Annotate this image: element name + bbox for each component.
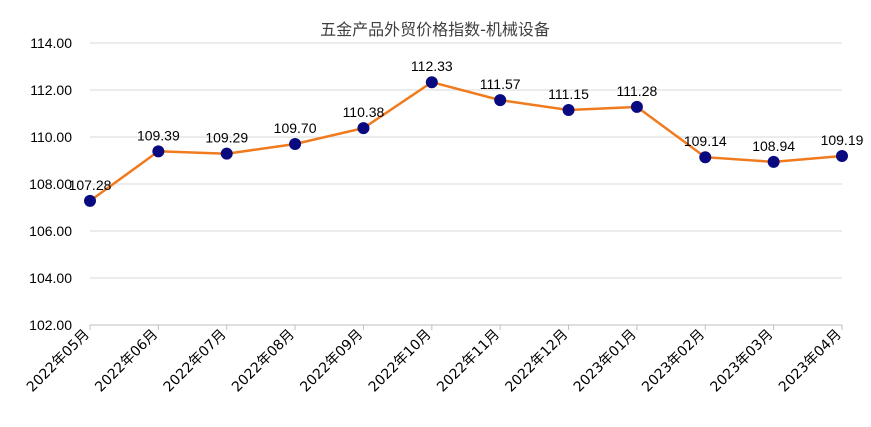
data-point: [767, 155, 780, 168]
y-tick-label: 104.00: [29, 270, 72, 286]
data-point: [562, 103, 575, 116]
y-tick-label: 114.00: [30, 35, 72, 51]
y-tick-label: 110.00: [30, 129, 72, 145]
data-label: 107.28: [69, 177, 112, 193]
x-tick-label: 2022年10月: [366, 327, 435, 396]
data-label: 111.57: [480, 76, 521, 92]
y-tick-label: 106.00: [29, 223, 72, 239]
chart-title: 五金产品外贸价格指数-机械设备: [320, 20, 550, 39]
x-tick-label: 2022年05月: [24, 327, 93, 396]
series-line: [89, 80, 843, 202]
data-point: [152, 145, 165, 158]
data-point: [630, 100, 643, 113]
data-label: 112.33: [411, 58, 453, 74]
x-tick-label: 2022年11月: [434, 327, 503, 396]
data-point: [84, 194, 96, 207]
x-tick-label: 2022年06月: [92, 327, 161, 396]
x-tick-label: 2023年01月: [571, 327, 640, 396]
x-tick-label: 2022年08月: [229, 327, 298, 396]
data-label: 109.39: [137, 127, 180, 143]
data-label: 109.70: [274, 120, 317, 136]
data-label: 108.94: [752, 138, 795, 154]
x-tick-label: 2023年03月: [708, 327, 777, 396]
y-tick-label: 108.00: [29, 176, 72, 192]
data-point: [425, 76, 438, 89]
data-label: 111.15: [548, 86, 589, 102]
data-label: 110.38: [343, 104, 385, 120]
x-tick-label: 2022年07月: [161, 327, 230, 396]
data-point: [699, 151, 712, 164]
x-tick-label: 2022年09月: [297, 327, 366, 396]
data-label: 109.19: [821, 132, 864, 148]
x-tick-label: 2023年02月: [639, 327, 708, 396]
x-tick-label: 2022年12月: [502, 327, 571, 396]
gridlines: [90, 42, 842, 326]
data-label: 109.29: [205, 130, 248, 146]
data-label: 111.28: [617, 83, 658, 99]
data-label: 109.14: [684, 133, 727, 149]
y-tick-label: 112.00: [30, 82, 72, 98]
data-point: [494, 94, 507, 107]
data-point: [289, 138, 302, 151]
y-axis: 102.00 104.00 106.00 108.00 110.00 112.00 114.…: [29, 35, 72, 333]
y-tick-label: 102.00: [29, 317, 72, 333]
x-axis: 2022年05月 2022年06月 2022年07月 2022年08月 2022年09月…: [24, 325, 845, 395]
data-labels: 107.28 109.39 109.29 109.70 110.38 112.33 111.…: [69, 58, 864, 193]
data-point: [357, 122, 370, 135]
x-tick-label: 2023年04月: [776, 327, 845, 396]
data-point: [220, 147, 233, 160]
data-point: [836, 150, 848, 163]
series-markers: [84, 76, 848, 207]
